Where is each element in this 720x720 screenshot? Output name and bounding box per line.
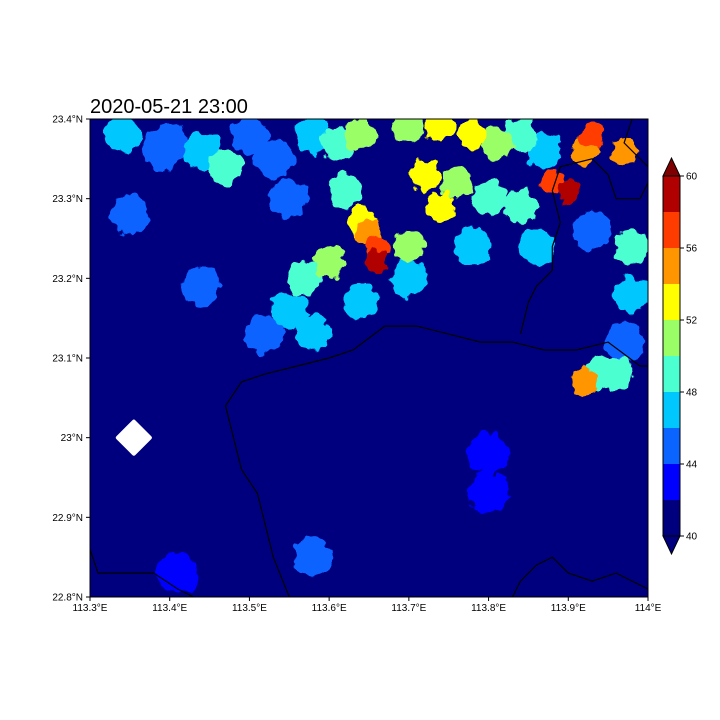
- reflectivity-cells: [103, 119, 648, 594]
- colorbar-segment: [663, 212, 680, 248]
- reflectivity-cell: [342, 283, 380, 321]
- colorbar-tick-label: 40: [686, 532, 698, 543]
- y-tick-label: 23.4°N: [52, 115, 83, 126]
- reflectivity-cell: [327, 173, 363, 208]
- colorbar-segment: [663, 500, 680, 536]
- colorbar: 40 44 48 52 56 60: [662, 156, 698, 556]
- x-axis: 113.3°E 113.4°E 113.5°E 113.6°E 113.7°E 113.8…: [73, 597, 662, 614]
- colorbar-tick-label: 56: [686, 244, 698, 255]
- reflectivity-cell: [364, 234, 390, 259]
- map-background: [90, 119, 648, 597]
- reflectivity-cell: [598, 356, 634, 392]
- colorbar-segment: [663, 320, 680, 356]
- x-tick-label: 113.6°E: [312, 603, 347, 614]
- colorbar-frame: [662, 175, 681, 537]
- reflectivity-cell: [410, 159, 440, 190]
- reflectivity-cell: [613, 275, 648, 313]
- reflectivity-cell: [208, 149, 243, 184]
- y-tick-label: 23.2°N: [52, 274, 83, 285]
- colorbar-segment: [663, 392, 680, 428]
- coastline: [90, 549, 194, 597]
- colorbar-segment: [663, 248, 680, 284]
- reflectivity-cell: [390, 259, 428, 297]
- reflectivity-cell: [294, 315, 332, 353]
- reflectivity-cell: [425, 191, 456, 222]
- reflectivity-cell: [471, 181, 506, 216]
- reflectivity-cell: [518, 228, 555, 265]
- reflectivity-cell: [182, 266, 222, 306]
- reflectivity-cell: [253, 139, 293, 179]
- x-tick-label: 113.5°E: [232, 603, 267, 614]
- reflectivity-cell: [614, 229, 648, 264]
- reflectivity-cell: [480, 126, 513, 159]
- colorbar-tick-label: 52: [686, 316, 698, 327]
- coastline: [519, 158, 648, 335]
- x-tick-label: 113.7°E: [391, 603, 426, 614]
- colorbar-tick-label: 60: [686, 172, 698, 183]
- reflectivity-cell: [604, 322, 644, 362]
- reflectivity-cell: [440, 166, 473, 199]
- reflectivity-cell: [270, 291, 308, 329]
- x-tick-label: 114°E: [635, 603, 662, 614]
- reflectivity-cell: [269, 179, 309, 219]
- reflectivity-cell: [345, 119, 378, 151]
- reflectivity-cell: [288, 261, 323, 296]
- reflectivity-cell: [457, 120, 488, 150]
- y-tick-label: 23.3°N: [52, 194, 83, 205]
- reflectivity-cell: [293, 537, 333, 577]
- reflectivity-cell: [579, 122, 605, 148]
- reflectivity-cell: [392, 230, 425, 263]
- reflectivity-cell: [467, 472, 510, 515]
- reflectivity-cell: [110, 195, 150, 235]
- coastline: [623, 119, 648, 168]
- reflectivity-cell: [454, 228, 492, 265]
- y-tick-label: 22.9°N: [52, 513, 83, 524]
- reflectivity-cell: [365, 251, 389, 274]
- y-tick-label: 23°N: [61, 433, 83, 444]
- coastline: [511, 556, 648, 597]
- colorbar-segment: [663, 356, 680, 392]
- reflectivity-field: [103, 119, 648, 594]
- reflectivity-cell: [156, 552, 199, 594]
- colorbar-tick-label: 48: [686, 388, 698, 399]
- reflectivity-cell: [503, 189, 538, 224]
- missing-data-regions: [115, 419, 152, 456]
- x-tick-label: 113.8°E: [471, 603, 506, 614]
- coastline-layer: [90, 119, 648, 597]
- colorbar-tick-label: 44: [686, 460, 698, 471]
- chart-title: 2020-05-21 23:00: [90, 96, 248, 118]
- reflectivity-cell: [570, 368, 598, 396]
- colorbar-segment: [663, 284, 680, 320]
- x-tick-label: 113.9°E: [551, 603, 586, 614]
- colorbar-segment: [663, 176, 680, 212]
- reflectivity-cell: [313, 246, 346, 279]
- reflectivity-cell: [425, 119, 456, 142]
- coastline: [224, 325, 648, 597]
- y-axis: 22.8°N 22.9°N 23°N 23.1°N 23.2°N 23.3°N 23.4°N: [52, 115, 90, 604]
- reflectivity-cell: [572, 210, 612, 251]
- y-tick-label: 23.1°N: [52, 354, 83, 365]
- missing-data-region: [115, 419, 152, 456]
- reflectivity-cell: [392, 119, 425, 143]
- x-tick-label: 113.4°E: [152, 603, 187, 614]
- reflectivity-cell: [557, 179, 580, 202]
- reflectivity-cell: [103, 119, 141, 154]
- reflectivity-cell: [467, 432, 510, 475]
- reflectivity-cell: [610, 137, 638, 165]
- map-plot-area: [89, 118, 649, 598]
- x-tick-label: 113.3°E: [73, 603, 108, 614]
- colorbar-segment: [663, 428, 680, 464]
- reflectivity-cell: [245, 314, 285, 354]
- colorbar-segment: [663, 464, 680, 500]
- reflectivity-cell: [142, 131, 182, 171]
- y-tick-label: 22.8°N: [52, 593, 83, 604]
